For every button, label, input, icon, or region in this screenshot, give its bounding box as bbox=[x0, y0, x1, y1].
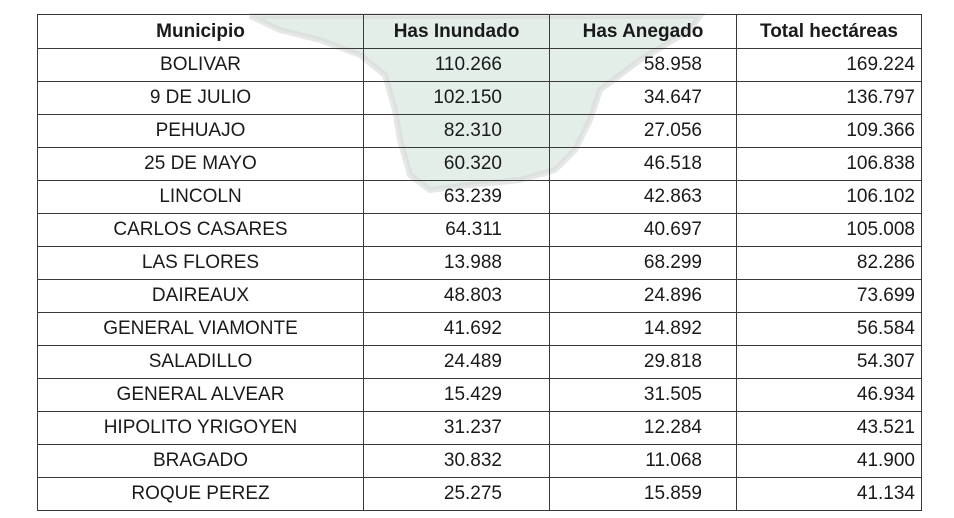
cell-inundado: 41.692 bbox=[363, 312, 550, 346]
cell-anegado: 14.892 bbox=[549, 312, 737, 346]
cell-anegado: 34.647 bbox=[549, 81, 737, 115]
cell-inundado: 15.429 bbox=[363, 378, 550, 412]
cell-total: 109.366 bbox=[736, 114, 922, 148]
cell-anegado: 68.299 bbox=[549, 246, 737, 280]
table-row: PEHUAJO 82.310 27.056 109.366 bbox=[37, 114, 922, 148]
cell-inundado: 64.311 bbox=[363, 213, 550, 247]
header-total-hectareas: Total hectáreas bbox=[736, 14, 922, 49]
header-municipio: Municipio bbox=[37, 14, 364, 49]
flood-hectares-table: Municipio Has Inundado Has Anegado Total… bbox=[37, 14, 922, 511]
cell-total: 105.008 bbox=[736, 213, 922, 247]
table-row: ROQUE PEREZ 25.275 15.859 41.134 bbox=[37, 477, 922, 511]
cell-inundado: 25.275 bbox=[363, 477, 550, 511]
cell-municipio: DAIREAUX bbox=[37, 279, 364, 313]
cell-inundado: 63.239 bbox=[363, 180, 550, 214]
cell-total: 169.224 bbox=[736, 48, 922, 82]
cell-anegado: 31.505 bbox=[549, 378, 737, 412]
cell-total: 82.286 bbox=[736, 246, 922, 280]
cell-total: 106.102 bbox=[736, 180, 922, 214]
cell-inundado: 102.150 bbox=[363, 81, 550, 115]
cell-anegado: 40.697 bbox=[549, 213, 737, 247]
cell-municipio: SALADILLO bbox=[37, 345, 364, 379]
cell-total: 43.521 bbox=[736, 411, 922, 445]
cell-inundado: 60.320 bbox=[363, 147, 550, 181]
table-row: DAIREAUX 48.803 24.896 73.699 bbox=[37, 279, 922, 313]
cell-anegado: 42.863 bbox=[549, 180, 737, 214]
header-has-anegado: Has Anegado bbox=[549, 14, 737, 49]
cell-total: 41.134 bbox=[736, 477, 922, 511]
cell-total: 106.838 bbox=[736, 147, 922, 181]
table-row: GENERAL VIAMONTE 41.692 14.892 56.584 bbox=[37, 312, 922, 346]
cell-municipio: PEHUAJO bbox=[37, 114, 364, 148]
table-header-row: Municipio Has Inundado Has Anegado Total… bbox=[37, 14, 922, 49]
cell-inundado: 24.489 bbox=[363, 345, 550, 379]
table-row: CARLOS CASARES 64.311 40.697 105.008 bbox=[37, 213, 922, 247]
cell-inundado: 31.237 bbox=[363, 411, 550, 445]
cell-municipio: GENERAL ALVEAR bbox=[37, 378, 364, 412]
cell-anegado: 58.958 bbox=[549, 48, 737, 82]
cell-municipio: ROQUE PEREZ bbox=[37, 477, 364, 511]
cell-municipio: GENERAL VIAMONTE bbox=[37, 312, 364, 346]
table-row: 9 DE JULIO 102.150 34.647 136.797 bbox=[37, 81, 922, 115]
table-row: LINCOLN 63.239 42.863 106.102 bbox=[37, 180, 922, 214]
table-row: 25 DE MAYO 60.320 46.518 106.838 bbox=[37, 147, 922, 181]
table-row: HIPOLITO YRIGOYEN 31.237 12.284 43.521 bbox=[37, 411, 922, 445]
cell-municipio: LAS FLORES bbox=[37, 246, 364, 280]
cell-total: 136.797 bbox=[736, 81, 922, 115]
table-row: LAS FLORES 13.988 68.299 82.286 bbox=[37, 246, 922, 280]
table-row: BOLIVAR 110.266 58.958 169.224 bbox=[37, 48, 922, 82]
cell-municipio: LINCOLN bbox=[37, 180, 364, 214]
cell-total: 41.900 bbox=[736, 444, 922, 478]
cell-total: 54.307 bbox=[736, 345, 922, 379]
table-row: GENERAL ALVEAR 15.429 31.505 46.934 bbox=[37, 378, 922, 412]
cell-total: 73.699 bbox=[736, 279, 922, 313]
cell-anegado: 24.896 bbox=[549, 279, 737, 313]
cell-anegado: 27.056 bbox=[549, 114, 737, 148]
table-row: BRAGADO 30.832 11.068 41.900 bbox=[37, 444, 922, 478]
cell-inundado: 13.988 bbox=[363, 246, 550, 280]
cell-total: 56.584 bbox=[736, 312, 922, 346]
cell-total: 46.934 bbox=[736, 378, 922, 412]
cell-municipio: 9 DE JULIO bbox=[37, 81, 364, 115]
cell-municipio: BOLIVAR bbox=[37, 48, 364, 82]
cell-inundado: 30.832 bbox=[363, 444, 550, 478]
cell-municipio: CARLOS CASARES bbox=[37, 213, 364, 247]
cell-municipio: 25 DE MAYO bbox=[37, 147, 364, 181]
cell-anegado: 11.068 bbox=[549, 444, 737, 478]
cell-anegado: 46.518 bbox=[549, 147, 737, 181]
cell-municipio: BRAGADO bbox=[37, 444, 364, 478]
cell-anegado: 29.818 bbox=[549, 345, 737, 379]
cell-inundado: 110.266 bbox=[363, 48, 550, 82]
cell-anegado: 12.284 bbox=[549, 411, 737, 445]
table-row: SALADILLO 24.489 29.818 54.307 bbox=[37, 345, 922, 379]
cell-anegado: 15.859 bbox=[549, 477, 737, 511]
cell-inundado: 48.803 bbox=[363, 279, 550, 313]
cell-municipio: HIPOLITO YRIGOYEN bbox=[37, 411, 364, 445]
cell-inundado: 82.310 bbox=[363, 114, 550, 148]
header-has-inundado: Has Inundado bbox=[363, 14, 550, 49]
